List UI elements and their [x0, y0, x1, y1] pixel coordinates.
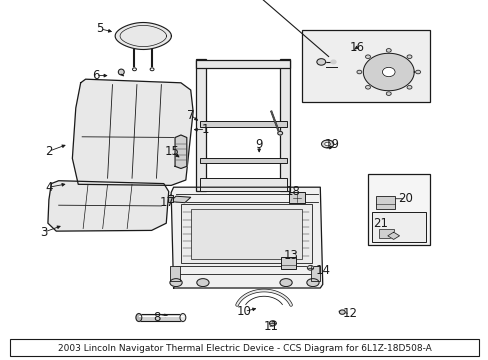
Ellipse shape	[386, 49, 390, 52]
Bar	[378, 229, 393, 238]
Text: 19: 19	[325, 138, 339, 151]
Polygon shape	[171, 187, 322, 288]
Ellipse shape	[150, 68, 154, 71]
Polygon shape	[363, 53, 413, 91]
Ellipse shape	[321, 140, 333, 148]
Text: 2003 Lincoln Navigator Thermal Electric Device - CCS Diagram for 6L1Z-18D508-A: 2003 Lincoln Navigator Thermal Electric …	[58, 344, 430, 353]
Text: 8: 8	[152, 311, 160, 324]
Text: 12: 12	[342, 307, 357, 320]
Bar	[302, 30, 429, 102]
Ellipse shape	[136, 314, 142, 321]
Polygon shape	[175, 135, 186, 168]
Ellipse shape	[277, 131, 282, 135]
Ellipse shape	[316, 59, 325, 65]
Text: 17: 17	[160, 196, 174, 209]
Text: 9: 9	[255, 138, 263, 151]
Ellipse shape	[365, 55, 370, 59]
Bar	[10, 339, 478, 356]
Text: 6: 6	[92, 69, 100, 82]
Text: 20: 20	[398, 192, 412, 205]
Ellipse shape	[356, 70, 361, 74]
Bar	[310, 266, 320, 281]
Text: 11: 11	[264, 320, 278, 333]
Text: 4: 4	[45, 181, 53, 194]
Bar	[195, 59, 206, 191]
Text: 14: 14	[315, 264, 329, 277]
Bar	[181, 204, 311, 263]
Ellipse shape	[324, 142, 330, 146]
Bar	[367, 174, 429, 245]
Polygon shape	[48, 181, 168, 231]
Ellipse shape	[330, 60, 335, 64]
Ellipse shape	[180, 314, 185, 321]
Text: 21: 21	[372, 217, 387, 230]
Text: 13: 13	[284, 249, 298, 262]
Text: 18: 18	[285, 185, 300, 198]
Ellipse shape	[406, 55, 411, 59]
Bar	[375, 196, 394, 209]
Text: 1: 1	[201, 123, 209, 136]
Text: 2: 2	[45, 145, 53, 158]
Bar	[279, 59, 290, 191]
Bar	[199, 158, 286, 163]
Text: 3: 3	[40, 226, 48, 239]
Bar	[281, 257, 295, 269]
Ellipse shape	[406, 85, 411, 89]
Ellipse shape	[386, 92, 390, 95]
Polygon shape	[170, 196, 190, 203]
Ellipse shape	[339, 310, 345, 314]
Polygon shape	[387, 232, 399, 239]
Ellipse shape	[279, 279, 292, 287]
Ellipse shape	[307, 266, 313, 270]
Ellipse shape	[196, 279, 209, 287]
Text: 10: 10	[237, 305, 251, 318]
Bar	[371, 212, 426, 242]
Text: 15: 15	[164, 145, 179, 158]
Bar	[190, 209, 302, 259]
Ellipse shape	[382, 67, 394, 77]
Text: 16: 16	[349, 41, 364, 54]
Ellipse shape	[132, 68, 136, 71]
Bar	[170, 266, 180, 281]
Bar	[199, 121, 286, 127]
Ellipse shape	[365, 85, 370, 89]
Bar	[289, 192, 305, 203]
Ellipse shape	[306, 279, 319, 287]
Bar	[168, 195, 173, 202]
Bar	[199, 178, 286, 191]
Ellipse shape	[269, 321, 276, 326]
Ellipse shape	[118, 69, 124, 75]
Ellipse shape	[415, 70, 420, 74]
Bar	[195, 60, 290, 68]
Text: 5: 5	[96, 22, 104, 35]
Polygon shape	[115, 23, 171, 49]
Ellipse shape	[169, 279, 182, 287]
Text: 7: 7	[186, 109, 194, 122]
Bar	[139, 314, 183, 321]
Polygon shape	[72, 79, 193, 185]
